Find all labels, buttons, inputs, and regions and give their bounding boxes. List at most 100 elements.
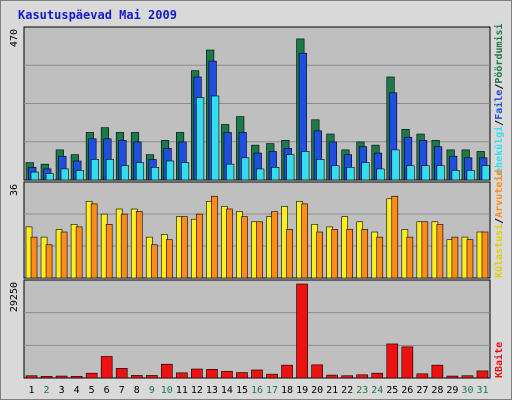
x-label-9: 9 xyxy=(149,385,155,396)
bar-KBaite-26 xyxy=(401,346,414,379)
bar-Lehekülgi-19 xyxy=(301,151,310,181)
bar-Lehekülgi-21 xyxy=(331,165,340,181)
x-label-17: 17 xyxy=(266,385,278,396)
x-label-25: 25 xyxy=(386,385,398,396)
x-label-12: 12 xyxy=(191,385,203,396)
bar-KBaite-14 xyxy=(221,370,233,379)
bar-Arvuteid-17 xyxy=(271,211,278,279)
bar-Lehekülgi-5 xyxy=(90,159,99,181)
legend-separator: / xyxy=(494,84,505,90)
bar-KBaite-12 xyxy=(191,368,203,379)
x-label-13: 13 xyxy=(206,385,218,396)
x-label-20: 20 xyxy=(311,385,323,396)
bar-Arvuteid-28 xyxy=(436,224,444,279)
x-label-11: 11 xyxy=(176,385,188,396)
bar-Lehekülgi-14 xyxy=(226,163,235,181)
x-label-30: 30 xyxy=(461,385,473,396)
bar-Lehekülgi-6 xyxy=(105,159,114,181)
bar-KBaite-23 xyxy=(356,374,369,379)
bar-Arvuteid-9 xyxy=(150,244,158,279)
bar-Lehekülgi-10 xyxy=(165,160,175,181)
bar-Arvuteid-23 xyxy=(361,229,369,279)
bar-Arvuteid-30 xyxy=(466,239,474,279)
legend-entry-Faile: Faile xyxy=(493,90,505,120)
bar-Arvuteid-31 xyxy=(481,231,489,279)
x-label-14: 14 xyxy=(221,385,233,396)
bar-Arvuteid-19 xyxy=(301,203,308,279)
bar-KBaite-24 xyxy=(371,372,384,379)
bar-Lehekülgi-30 xyxy=(466,170,475,181)
x-label-5: 5 xyxy=(89,385,95,396)
x-label-8: 8 xyxy=(134,385,140,396)
bar-Lehekülgi-2 xyxy=(45,173,54,181)
legend-1: Lehekülgi/Faile/Pöördumisi xyxy=(493,23,505,180)
bar-Lehekülgi-12 xyxy=(196,97,205,181)
bar-Lehekülgi-29 xyxy=(451,170,460,181)
x-label-26: 26 xyxy=(401,385,413,396)
bar-Lehekülgi-13 xyxy=(211,95,220,181)
bar-Lehekülgi-8 xyxy=(135,162,145,181)
chart-title: Kasutuspäevad Mai 2009 xyxy=(18,8,177,22)
y-max-label-1: 470 xyxy=(9,29,20,47)
x-label-16: 16 xyxy=(251,385,263,396)
bar-KBaite-27 xyxy=(416,373,429,379)
bar-KBaite-1 xyxy=(25,375,38,379)
bar-KBaite-21 xyxy=(326,374,338,379)
bar-Lehekülgi-18 xyxy=(286,154,295,181)
bar-KBaite-5 xyxy=(85,372,98,379)
bar-Lehekülgi-24 xyxy=(376,168,385,181)
bar-Lehekülgi-7 xyxy=(120,165,130,181)
bar-Arvuteid-3 xyxy=(60,231,68,279)
bar-Lehekülgi-25 xyxy=(391,149,400,181)
bar-Lehekülgi-3 xyxy=(60,168,69,181)
x-label-2: 2 xyxy=(44,385,50,396)
x-label-27: 27 xyxy=(416,385,428,396)
bar-Arvuteid-26 xyxy=(406,236,414,279)
bar-KBaite-19 xyxy=(296,283,308,379)
bar-Arvuteid-24 xyxy=(376,236,384,279)
bar-Lehekülgi-11 xyxy=(181,162,190,181)
bar-Arvuteid-15 xyxy=(241,216,248,279)
x-label-31: 31 xyxy=(476,385,488,396)
bar-KBaite-18 xyxy=(281,364,293,379)
bar-KBaite-10 xyxy=(160,363,173,379)
bar-Arvuteid-16 xyxy=(256,221,263,279)
bar-Arvuteid-25 xyxy=(391,195,399,279)
bar-KBaite-7 xyxy=(115,368,128,379)
bar-KBaite-2 xyxy=(40,376,53,379)
x-label-23: 23 xyxy=(356,385,368,396)
bar-Arvuteid-18 xyxy=(286,229,293,279)
bar-Lehekülgi-17 xyxy=(271,167,280,181)
bar-KBaite-6 xyxy=(100,356,113,379)
y-max-label-3: 29250 xyxy=(9,282,20,312)
bar-KBaite-16 xyxy=(251,369,263,379)
bar-KBaite-13 xyxy=(206,369,218,379)
legend-entry-Külastusi: Külastusi xyxy=(493,224,505,278)
bar-KBaite-22 xyxy=(341,375,354,379)
bar-Lehekülgi-23 xyxy=(361,162,370,181)
x-label-10: 10 xyxy=(161,385,173,396)
bar-Lehekülgi-27 xyxy=(421,165,430,181)
bar-Arvuteid-10 xyxy=(165,239,173,279)
bar-KBaite-15 xyxy=(236,372,248,379)
x-label-19: 19 xyxy=(296,385,308,396)
plot-area-3 xyxy=(23,279,491,379)
bar-KBaite-4 xyxy=(70,376,83,379)
x-label-1: 1 xyxy=(29,385,35,396)
bar-Arvuteid-29 xyxy=(451,236,459,279)
legend-entry-Arvuteid: Arvuteid xyxy=(493,170,505,218)
bar-Lehekülgi-26 xyxy=(406,165,415,181)
bar-Arvuteid-21 xyxy=(331,229,338,279)
bar-Lehekülgi-16 xyxy=(256,168,265,181)
bar-Arvuteid-8 xyxy=(135,211,143,279)
x-label-4: 4 xyxy=(74,385,80,396)
legend-3: KBaite xyxy=(493,342,505,378)
bar-KBaite-31 xyxy=(476,370,489,379)
bar-Arvuteid-27 xyxy=(421,221,429,279)
x-label-6: 6 xyxy=(104,385,110,396)
bar-Lehekülgi-15 xyxy=(241,157,250,181)
bar-Arvuteid-11 xyxy=(181,216,188,279)
bar-Arvuteid-20 xyxy=(316,231,323,279)
legend-separator: / xyxy=(494,218,505,224)
bar-Lehekülgi-22 xyxy=(346,167,355,181)
